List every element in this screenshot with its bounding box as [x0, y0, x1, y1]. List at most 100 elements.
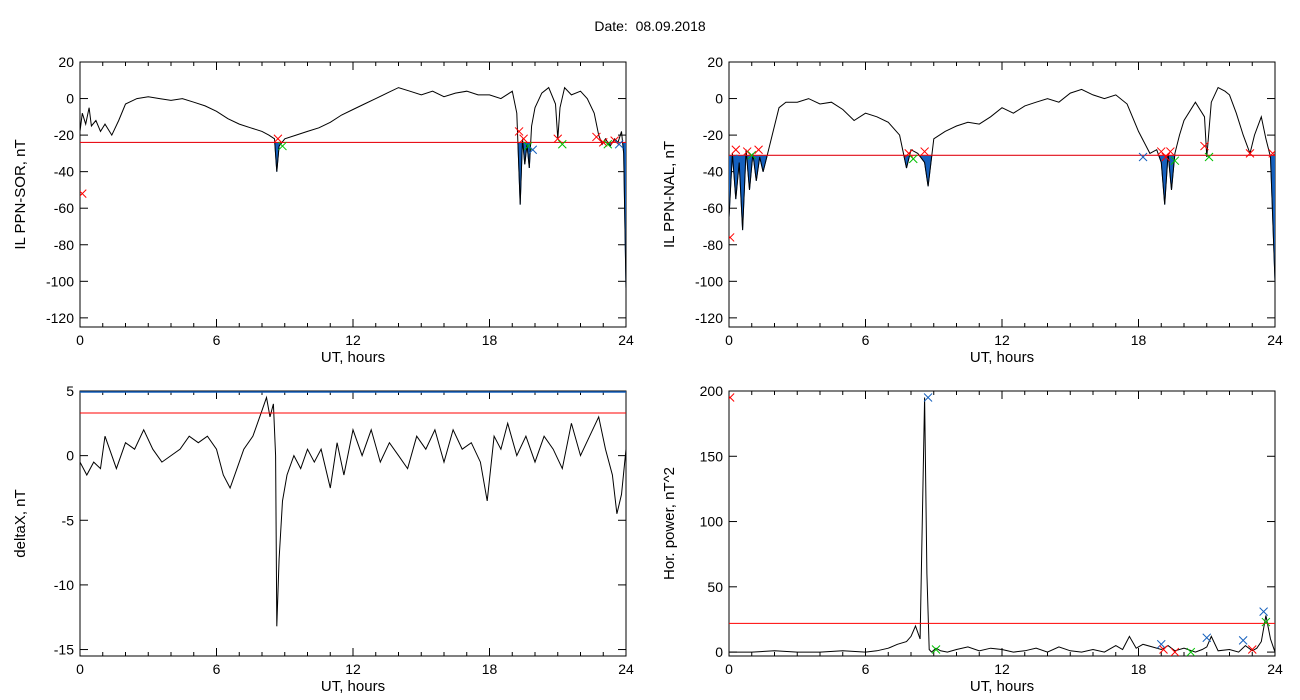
- x-tick-label: 18: [482, 332, 498, 348]
- event-marker: [920, 147, 930, 156]
- marker-stroke: [610, 136, 619, 145]
- event-marker: [519, 134, 528, 144]
- event-marker: [553, 134, 563, 144]
- marker-stroke: [931, 645, 941, 654]
- marker-stroke: [1170, 647, 1180, 656]
- event-marker: [731, 145, 741, 155]
- marker-stroke: [1259, 607, 1268, 616]
- marker-stroke: [514, 127, 524, 136]
- y-tick-label: -15: [54, 642, 74, 658]
- y-tick-label: -80: [703, 237, 723, 253]
- marker-stroke: [904, 149, 914, 158]
- x-tick-label: 6: [213, 332, 221, 348]
- marker-stroke: [1268, 150, 1275, 158]
- x-tick-label: 6: [213, 661, 221, 677]
- y-axis-label: deltaX, nT: [12, 489, 29, 557]
- series-line: [80, 86, 626, 289]
- event-marker: [1186, 647, 1196, 656]
- x-tick-label: 0: [725, 332, 733, 348]
- event-marker: [1161, 152, 1171, 162]
- marker-stroke: [1245, 149, 1255, 158]
- marker-stroke: [731, 145, 741, 155]
- marker-stroke: [908, 154, 918, 164]
- y-tick-label: -100: [695, 273, 723, 289]
- data-layer: [729, 86, 1275, 282]
- event-marker: [1261, 617, 1271, 627]
- chart-power: 0 6 12 18 24 200 150 100 50 0 UT, hours Hor. power,…: [661, 383, 1283, 695]
- y-tick-label: 50: [707, 579, 723, 595]
- x-tick-label: 24: [1267, 661, 1283, 677]
- marker-stroke: [920, 147, 930, 156]
- x-tick-label: 6: [862, 332, 870, 348]
- below-threshold-fill: [80, 142, 626, 289]
- marker-stroke: [1159, 645, 1168, 654]
- event-marker: [729, 233, 735, 242]
- plot-frame: [728, 61, 1276, 328]
- plot-frame: [79, 61, 627, 328]
- marker-stroke: [278, 141, 287, 151]
- series-line: [729, 86, 1275, 282]
- y-tick-label: -5: [62, 512, 75, 528]
- event-marker: [1138, 152, 1148, 162]
- y-tick-label: -40: [54, 164, 74, 180]
- marker-stroke: [1247, 645, 1257, 654]
- y-tick-label: -100: [46, 273, 74, 289]
- marker-stroke: [273, 134, 283, 144]
- event-marker: [1156, 639, 1166, 649]
- y-tick-label: 5: [66, 383, 74, 399]
- x-tick-label: 18: [482, 661, 498, 677]
- x-axis-label: UT, hours: [970, 678, 1034, 695]
- marker-stroke: [1200, 141, 1209, 151]
- marker-stroke: [523, 141, 533, 151]
- page-title: Date: 08.09.2018: [594, 18, 706, 34]
- y-axis-label: Hor. power, nT^2: [661, 467, 678, 580]
- marker-stroke: [1186, 647, 1196, 656]
- marker-stroke: [742, 147, 752, 156]
- y-tick-label: -40: [703, 164, 723, 180]
- event-marker: [514, 127, 524, 136]
- event-marker: [754, 145, 763, 155]
- event-marker: [904, 149, 914, 158]
- marker-stroke: [1156, 639, 1166, 649]
- marker-stroke: [729, 393, 735, 400]
- event-marker: [1247, 645, 1257, 654]
- y-tick-label: -120: [695, 310, 723, 326]
- event-marker: [1156, 147, 1166, 156]
- event-marker: [1170, 647, 1180, 656]
- marker-stroke: [1138, 152, 1148, 162]
- event-marker: [592, 132, 601, 142]
- y-tick-label: 0: [715, 91, 723, 107]
- x-tick-label: 12: [345, 661, 361, 677]
- event-marker: [1268, 149, 1275, 158]
- event-marker: [729, 393, 735, 402]
- event-marker: [598, 138, 608, 147]
- event-marker: [603, 139, 613, 149]
- data-layer: [729, 393, 1275, 656]
- marker-stroke: [80, 189, 87, 197]
- y-tick-label: -120: [46, 310, 74, 326]
- event-marker: [747, 150, 757, 160]
- event-marker: [1202, 633, 1212, 643]
- x-tick-label: 12: [994, 332, 1010, 348]
- y-tick-label: 200: [700, 383, 724, 399]
- series-line: [80, 395, 626, 627]
- y-tick-label: 100: [700, 514, 724, 530]
- y-tick-label: -60: [54, 200, 74, 216]
- event-marker: [1204, 152, 1214, 162]
- event-marker: [80, 189, 87, 198]
- marker-stroke: [1156, 147, 1166, 156]
- event-marker: [523, 141, 533, 151]
- data-layer: [80, 86, 626, 289]
- y-tick-label: -60: [703, 200, 723, 216]
- y-tick-label: 150: [700, 448, 724, 464]
- y-axis-label: IL PPN-SOR, nT: [12, 139, 29, 249]
- marker-stroke: [1161, 152, 1171, 162]
- event-marker: [1200, 141, 1209, 151]
- x-tick-label: 0: [76, 661, 84, 677]
- marker-stroke: [592, 132, 601, 142]
- event-marker: [273, 134, 283, 144]
- marker-stroke: [1261, 617, 1271, 627]
- event-marker: [1238, 635, 1248, 645]
- marker-stroke: [747, 150, 757, 160]
